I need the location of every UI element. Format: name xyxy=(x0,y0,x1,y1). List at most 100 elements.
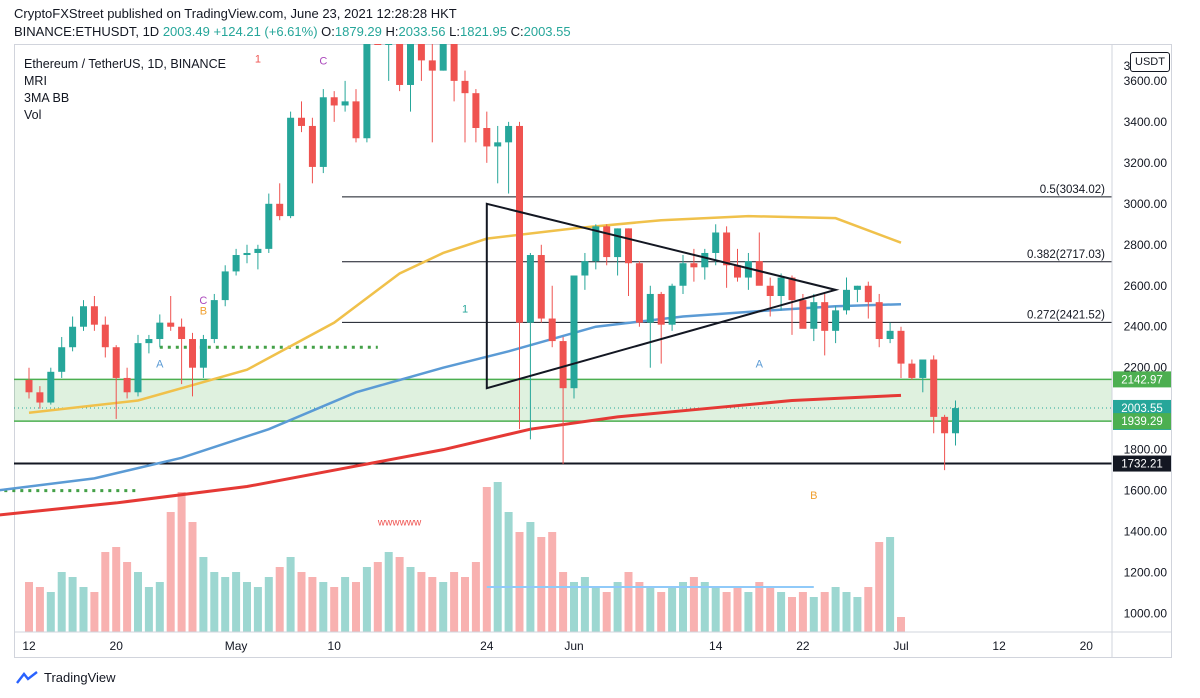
candle-body xyxy=(635,263,643,323)
wave-marker: 1 xyxy=(462,303,468,315)
volume-bar xyxy=(308,577,317,632)
candle-body xyxy=(646,293,654,323)
candle-body xyxy=(450,44,458,81)
volume-bar xyxy=(35,587,44,632)
candle-body xyxy=(287,117,295,217)
candle-body xyxy=(712,232,720,253)
tradingview-brand[interactable]: TradingView xyxy=(16,670,116,685)
candle-body xyxy=(254,248,262,253)
close-label: C: xyxy=(510,24,524,39)
x-tick-label: Jul xyxy=(893,639,908,653)
volume-bar xyxy=(90,592,99,632)
volume-bar xyxy=(373,562,382,632)
volume-bar xyxy=(482,487,491,632)
legend-item-3ma-bb[interactable]: 3MA BB xyxy=(24,91,70,105)
candle-body xyxy=(875,302,883,340)
x-tick-label: 14 xyxy=(709,639,723,653)
y-tick-label: 2800.00 xyxy=(1124,238,1168,252)
volume-bar xyxy=(362,567,371,632)
candle-body xyxy=(47,371,55,403)
price-label: 2142.97 xyxy=(1121,374,1163,386)
volume-bar xyxy=(798,592,807,632)
volume-bar xyxy=(559,572,568,632)
ohlc-bar: BINANCE:ETHUSDT, 1D 2003.49 +124.21 (+6.… xyxy=(14,24,571,39)
volume-bar xyxy=(591,587,600,632)
candle-body xyxy=(80,306,87,327)
volume-bar xyxy=(700,582,709,632)
volume-bar xyxy=(657,592,666,632)
candle-body xyxy=(134,343,142,393)
volume-bar xyxy=(46,592,55,632)
volume-bar xyxy=(264,577,273,632)
candle-body xyxy=(36,392,44,403)
triangle-pattern xyxy=(485,202,840,390)
volume-bar xyxy=(144,587,153,632)
last-price: 2003.49 xyxy=(162,24,210,39)
candle-body xyxy=(417,44,425,61)
candle-body xyxy=(516,125,523,323)
y-tick-label: 3 xyxy=(1124,59,1131,73)
volume-bar xyxy=(711,587,720,632)
high-label: H: xyxy=(385,24,399,39)
candle-body xyxy=(690,263,698,268)
volume-bar xyxy=(624,572,633,632)
candle-body xyxy=(734,265,741,278)
volume-bar xyxy=(777,592,786,632)
candle-body xyxy=(189,339,196,368)
volume-bar xyxy=(548,532,557,632)
candle-body xyxy=(396,44,404,85)
volume-bar xyxy=(733,587,742,632)
legend-item-mri[interactable]: MRI xyxy=(24,74,47,88)
volume-bar xyxy=(526,522,535,632)
volume-bar xyxy=(417,572,426,632)
candle-body xyxy=(570,275,578,389)
legend-item-vol[interactable]: Vol xyxy=(24,108,42,122)
candle-body xyxy=(657,293,665,325)
candle-body xyxy=(668,285,676,325)
wave-marker: A xyxy=(156,359,164,371)
volume-bar xyxy=(123,562,132,632)
volume-bar xyxy=(68,577,77,632)
candle-body xyxy=(614,228,622,258)
volume-bar xyxy=(330,587,339,632)
candle-body xyxy=(374,44,382,45)
fib-level-label: 0.382(2717.03) xyxy=(1027,249,1105,261)
candle-body xyxy=(941,416,949,434)
candle-body xyxy=(853,285,861,290)
y-tick-label: 3000.00 xyxy=(1124,197,1168,211)
candle-body xyxy=(407,44,414,85)
volume-bar xyxy=(428,577,437,632)
candle-body xyxy=(276,203,284,217)
currency-unit-button[interactable]: USDT xyxy=(1130,52,1170,72)
candle-body xyxy=(679,263,687,286)
candle-body xyxy=(385,44,393,45)
volume-bar xyxy=(635,582,644,632)
candle-body xyxy=(243,252,251,256)
price-label-box xyxy=(1113,455,1171,472)
x-tick-label: Jun xyxy=(564,639,583,653)
volume-bar xyxy=(875,542,884,632)
volume-bar xyxy=(679,582,687,632)
x-tick-label: May xyxy=(225,639,248,653)
candle-body xyxy=(526,255,534,323)
volume-bar xyxy=(461,577,469,632)
volume-bar xyxy=(166,512,175,632)
volume-bar xyxy=(646,587,655,632)
candle-body xyxy=(897,330,905,364)
y-tick-label: 1200.00 xyxy=(1124,566,1168,580)
volume-bar xyxy=(668,587,677,632)
candle-body xyxy=(69,326,77,348)
candle-body xyxy=(472,93,480,128)
volume-bar xyxy=(537,537,546,632)
volume-bar xyxy=(57,572,66,632)
candle-body xyxy=(843,289,850,311)
candle-body xyxy=(810,302,818,329)
candle-body xyxy=(156,322,164,340)
x-tick-label: 20 xyxy=(1080,639,1094,653)
candle-body xyxy=(199,339,207,368)
candle-body xyxy=(908,363,916,378)
open-label: O: xyxy=(321,24,335,39)
candle-body xyxy=(766,285,774,296)
candle-body xyxy=(439,44,447,71)
